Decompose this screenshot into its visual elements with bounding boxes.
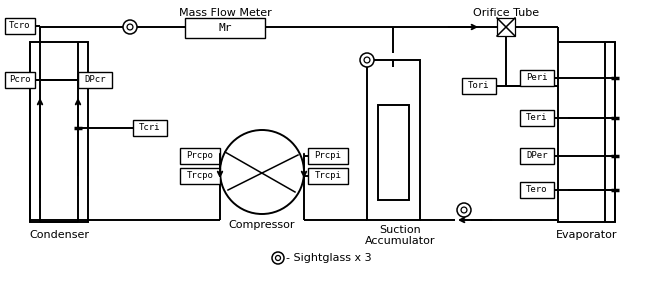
Bar xyxy=(520,110,554,126)
Text: Mass Flow Meter: Mass Flow Meter xyxy=(179,8,272,18)
Bar xyxy=(133,120,167,136)
Text: Mr: Mr xyxy=(218,23,232,33)
Circle shape xyxy=(127,24,133,30)
Bar xyxy=(308,148,348,164)
Text: DPcr: DPcr xyxy=(84,76,106,84)
Text: Evaporator: Evaporator xyxy=(556,230,618,240)
Bar xyxy=(180,168,220,184)
Bar xyxy=(462,78,496,94)
Text: Trcpi: Trcpi xyxy=(315,172,341,180)
Bar xyxy=(5,18,35,34)
Circle shape xyxy=(457,203,471,217)
Bar xyxy=(308,168,348,184)
Bar xyxy=(185,18,265,38)
Bar xyxy=(78,72,112,88)
Circle shape xyxy=(360,53,374,67)
Bar xyxy=(520,70,554,86)
Bar xyxy=(5,72,35,88)
Text: Prcpo: Prcpo xyxy=(186,152,213,160)
Text: Condenser: Condenser xyxy=(29,230,89,240)
Bar xyxy=(520,148,554,164)
Bar xyxy=(497,18,515,36)
Bar xyxy=(180,148,220,164)
Text: Accumulator: Accumulator xyxy=(365,236,435,246)
Circle shape xyxy=(220,130,304,214)
Text: Prcpi: Prcpi xyxy=(315,152,341,160)
Bar xyxy=(378,105,409,200)
Text: Peri: Peri xyxy=(526,74,548,82)
Text: Tori: Tori xyxy=(468,82,490,90)
Circle shape xyxy=(272,252,284,264)
Text: Teri: Teri xyxy=(526,114,548,122)
Text: Trcpo: Trcpo xyxy=(186,172,213,180)
Text: Orifice Tube: Orifice Tube xyxy=(473,8,539,18)
Bar xyxy=(558,42,615,222)
Text: Pcro: Pcro xyxy=(9,76,31,84)
Text: Tero: Tero xyxy=(526,186,548,194)
Text: Tcri: Tcri xyxy=(139,124,161,132)
Bar xyxy=(30,42,88,222)
Text: Tcro: Tcro xyxy=(9,21,31,31)
Bar xyxy=(520,182,554,198)
Circle shape xyxy=(275,255,281,261)
Bar xyxy=(367,60,420,220)
Circle shape xyxy=(461,207,467,213)
Text: DPer: DPer xyxy=(526,152,548,160)
Text: - Sightglass x 3: - Sightglass x 3 xyxy=(286,253,372,263)
Text: Suction: Suction xyxy=(379,225,421,235)
Circle shape xyxy=(123,20,137,34)
Text: Compressor: Compressor xyxy=(229,220,295,230)
Circle shape xyxy=(364,57,370,63)
